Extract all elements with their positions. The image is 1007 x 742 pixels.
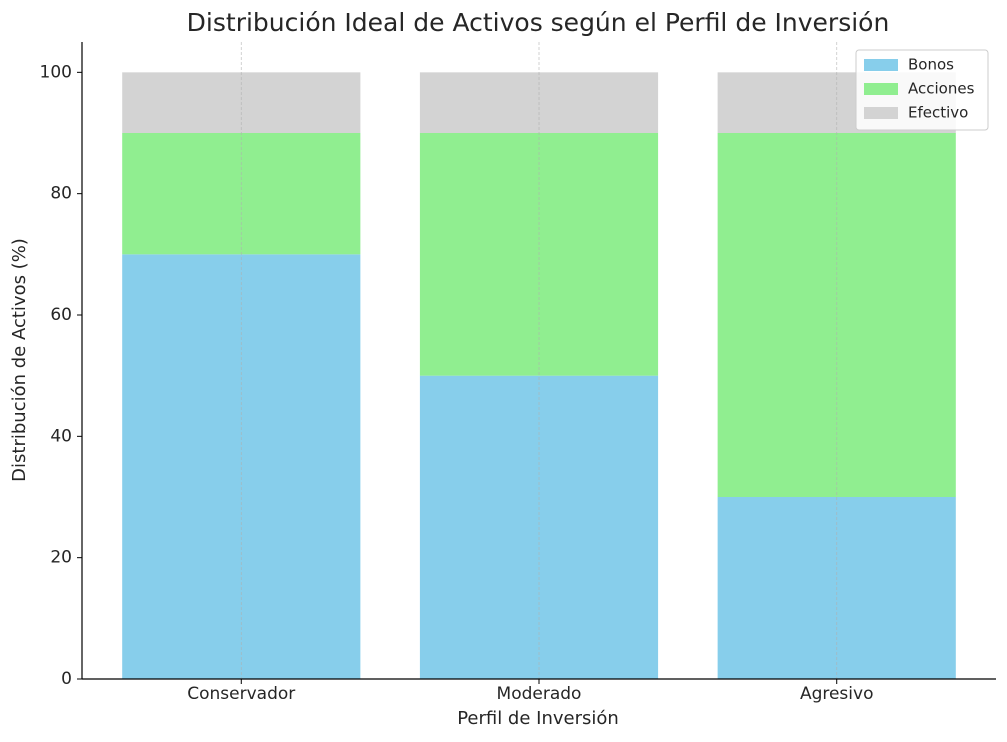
y-tick-label: 60 <box>50 305 72 325</box>
legend-swatch <box>864 59 898 71</box>
y-tick-label: 20 <box>50 548 72 568</box>
x-tick-label: Moderado <box>497 684 582 704</box>
y-axis-label: Distribución de Activos (%) <box>9 238 30 482</box>
x-tick-label: Agresivo <box>800 684 874 704</box>
legend-label: Efectivo <box>908 104 968 122</box>
legend-label: Acciones <box>908 80 975 98</box>
y-tick-label: 80 <box>50 184 72 204</box>
y-tick-label: 100 <box>40 62 72 82</box>
x-axis-label: Perfil de Inversión <box>457 708 619 729</box>
y-tick-label: 40 <box>50 426 72 446</box>
legend-swatch <box>864 107 898 119</box>
legend-swatch <box>864 83 898 95</box>
x-tick-label: Conservador <box>187 684 295 704</box>
chart-title: Distribución Ideal de Activos según el P… <box>187 8 890 37</box>
legend-label: Bonos <box>908 56 954 74</box>
y-tick-label: 0 <box>61 669 72 689</box>
